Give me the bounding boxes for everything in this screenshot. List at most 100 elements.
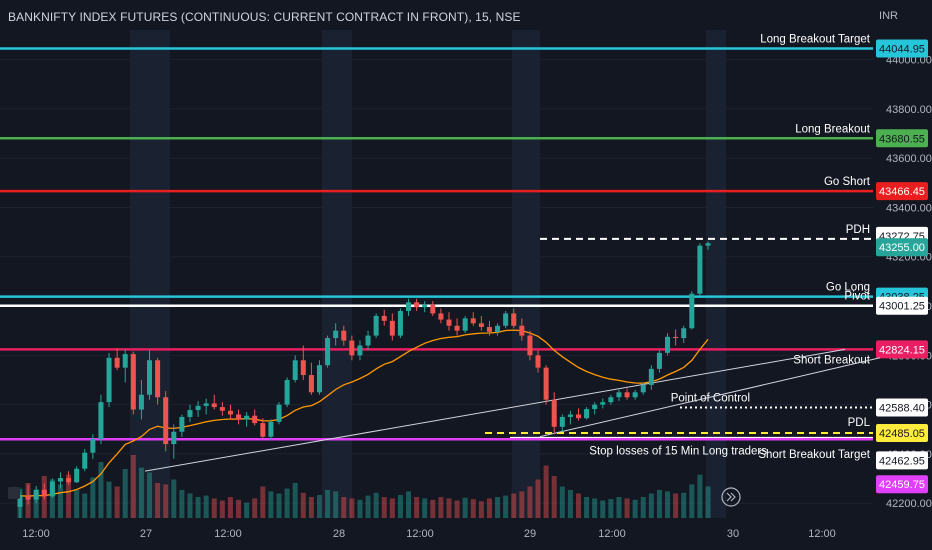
- candle-body: [292, 360, 298, 380]
- volume-bar: [66, 474, 72, 518]
- candle: [665, 333, 671, 356]
- candle: [527, 330, 533, 361]
- price-tag: 43466.45: [876, 182, 928, 201]
- volume-bar: [495, 497, 501, 518]
- candle: [203, 398, 209, 415]
- candle: [373, 313, 379, 339]
- volume-bar: [106, 481, 112, 518]
- candle-body: [365, 335, 371, 346]
- candle-body: [495, 325, 501, 332]
- price-tag-label: 42588.40: [879, 402, 925, 414]
- price-tag-label: 44044.95: [879, 43, 925, 55]
- session-band: [512, 30, 540, 518]
- volume-bar: [333, 491, 339, 518]
- candle-body: [624, 392, 630, 398]
- price-tag-label: 42824.15: [879, 344, 925, 356]
- price-tag-bg: [876, 475, 928, 494]
- volume-bar: [82, 493, 88, 518]
- candle: [195, 400, 201, 417]
- volume-bar: [503, 495, 509, 518]
- volume-bar: [389, 498, 395, 518]
- volume-bar: [446, 498, 452, 518]
- candle-body: [333, 330, 339, 339]
- candle: [333, 323, 339, 346]
- candle: [640, 382, 646, 395]
- candle-body: [98, 402, 104, 440]
- candle: [114, 347, 120, 371]
- volume-bar: [155, 483, 161, 518]
- candle-body: [689, 293, 695, 329]
- volume-bar: [656, 490, 662, 518]
- y-tick-label: 42200.00: [886, 498, 932, 510]
- volume-bar: [397, 494, 403, 518]
- candle: [325, 335, 331, 368]
- candle: [308, 362, 314, 395]
- price-tag-bg: [876, 238, 928, 257]
- candle-body: [308, 375, 314, 393]
- candle-body: [648, 368, 654, 385]
- candle-body: [559, 416, 565, 427]
- candle-body: [114, 357, 120, 368]
- candle: [446, 312, 452, 331]
- candle: [138, 379, 144, 420]
- level-label: Long Breakout: [795, 123, 871, 135]
- candle: [179, 414, 185, 437]
- candle-body: [511, 313, 517, 326]
- candle: [422, 301, 428, 313]
- volume-bar: [665, 491, 671, 518]
- volume-bar: [406, 491, 412, 518]
- candle: [624, 388, 630, 400]
- volume-bar: [236, 499, 242, 518]
- volume-bar: [187, 493, 193, 518]
- logo-icon: [8, 487, 20, 499]
- candle-body: [316, 365, 322, 393]
- candle-body: [227, 410, 233, 415]
- x-tick-label: 12:00: [22, 528, 50, 540]
- candle-body: [260, 423, 266, 437]
- candle-body: [422, 304, 428, 308]
- candle: [616, 389, 622, 401]
- level-label: Long Breakout Target: [760, 33, 871, 45]
- volume-bar: [462, 497, 468, 518]
- volume-bar: [600, 500, 606, 518]
- volume-bar: [179, 490, 185, 518]
- candle-body: [486, 326, 492, 332]
- candle: [122, 349, 128, 383]
- chart-title: BANKNIFTY INDEX FUTURES (CONTINUOUS: CUR…: [8, 10, 521, 24]
- candle: [365, 330, 371, 351]
- candle-body: [276, 404, 282, 422]
- volume-bar: [325, 490, 331, 518]
- candle-body: [66, 478, 72, 483]
- volume-bar: [697, 474, 703, 518]
- volume-bar: [373, 492, 379, 518]
- price-tag-label: 43680.55: [879, 133, 925, 145]
- scroll-to-realtime-button[interactable]: [721, 487, 741, 507]
- price-tag: 44044.95: [876, 39, 928, 58]
- volume-bar: [624, 498, 630, 518]
- volume-bar: [316, 494, 322, 518]
- volume-bar: [114, 486, 120, 518]
- candle-body: [25, 495, 31, 500]
- candle-body: [454, 325, 460, 331]
- volume-bar: [211, 498, 217, 518]
- price-tag-label: 43001.25: [879, 301, 925, 313]
- volume-bar: [454, 500, 460, 518]
- candle: [57, 472, 63, 489]
- candle-body: [90, 439, 96, 453]
- candle-body: [584, 409, 590, 419]
- candle-body: [446, 319, 452, 326]
- candle-body: [122, 354, 128, 368]
- price-tag-bg: [876, 296, 928, 315]
- candle-body: [592, 404, 598, 410]
- trendline-lower: [539, 357, 881, 438]
- candle: [592, 402, 598, 415]
- candle-body: [600, 402, 606, 405]
- candle-body: [665, 336, 671, 353]
- candle: [146, 350, 153, 400]
- x-tick-label: 12:00: [406, 528, 434, 540]
- candle: [673, 329, 679, 346]
- trendline-upper: [144, 348, 846, 472]
- volume-bar: [252, 498, 258, 518]
- candle: [106, 352, 112, 408]
